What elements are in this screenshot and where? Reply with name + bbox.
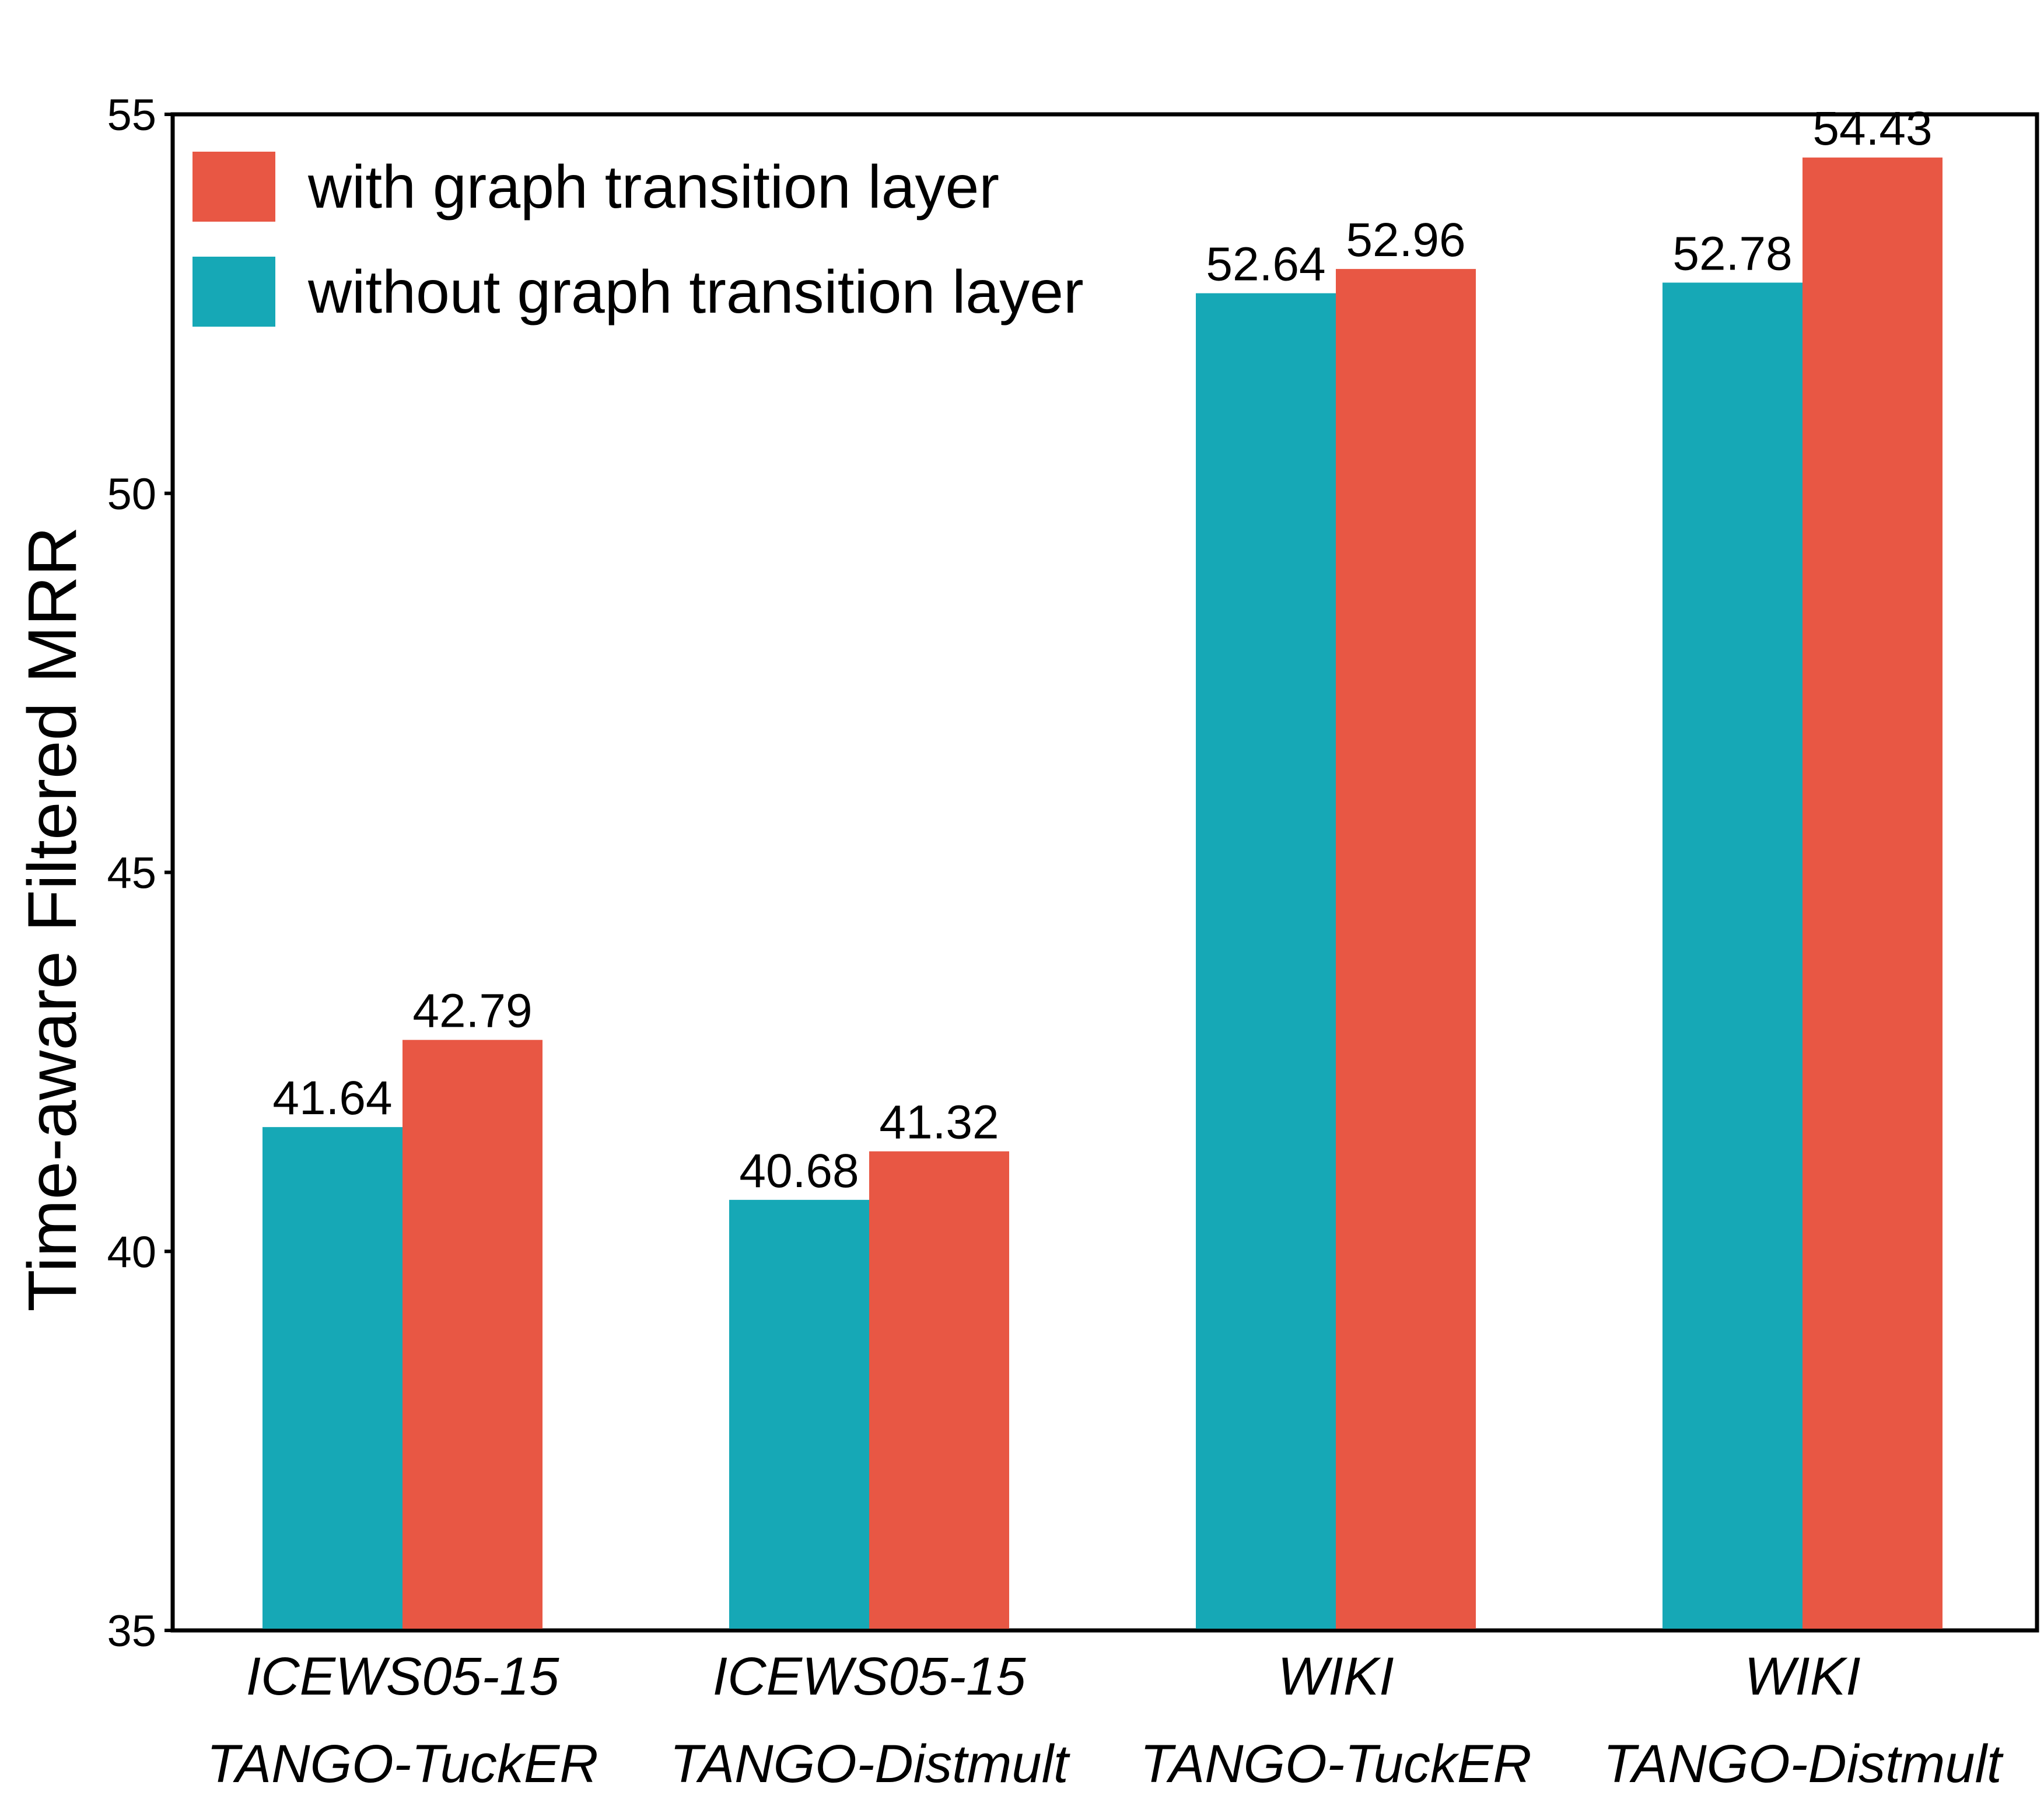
bar-s1-c1 bbox=[869, 1151, 1009, 1629]
bar-s0-c2 bbox=[1196, 293, 1336, 1629]
y-tick-label-45: 45 bbox=[107, 849, 156, 898]
data-label-s0-c2: 52.64 bbox=[1206, 238, 1325, 291]
x-tick-label-c1-line1: TANGO-Distmult bbox=[670, 1734, 1070, 1794]
data-label-s0-c0: 41.64 bbox=[272, 1072, 392, 1125]
x-tick-label-c2-line1: TANGO-TuckER bbox=[1140, 1734, 1531, 1794]
data-label-s1-c0: 42.79 bbox=[412, 985, 532, 1038]
y-tick-label-55: 55 bbox=[107, 90, 156, 140]
y-axis: 35 40 45 50 55 bbox=[107, 90, 173, 1656]
x-tick-label-c1-line0: ICEWS05-15 bbox=[713, 1647, 1027, 1706]
x-tick-label-c2-line0: WIKI bbox=[1278, 1647, 1394, 1706]
y-tick-label-50: 50 bbox=[107, 470, 156, 519]
bar-s0-c3 bbox=[1662, 282, 1803, 1629]
data-label-s1-c1: 41.32 bbox=[879, 1096, 999, 1149]
bar-s1-c3 bbox=[1803, 158, 1943, 1629]
bar-s0-c0 bbox=[262, 1127, 402, 1629]
y-tick-label-35: 35 bbox=[107, 1606, 156, 1656]
bar-s0-c1 bbox=[729, 1199, 869, 1629]
data-label-s1-c3: 54.43 bbox=[1812, 102, 1932, 155]
legend: with graph transition layer without graph… bbox=[192, 152, 1084, 327]
bar-s1-c2 bbox=[1336, 269, 1476, 1629]
data-label-s0-c1: 40.68 bbox=[739, 1144, 859, 1198]
x-axis: ICEWS05-15 TANGO-TuckER ICEWS05-15 TANGO-Di… bbox=[206, 1647, 2004, 1794]
legend-swatch-1 bbox=[192, 257, 275, 327]
x-tick-label-c0-line0: ICEWS05-15 bbox=[246, 1647, 560, 1706]
data-labels: 41.64 40.68 52.64 52.78 42.79 41.32 52.96 54.43 bbox=[272, 102, 1932, 1198]
data-label-s1-c2: 52.96 bbox=[1346, 214, 1465, 267]
x-tick-label-c3-line0: WIKI bbox=[1744, 1647, 1860, 1706]
legend-label-0: with graph transition layer bbox=[307, 153, 999, 221]
legend-label-1: without graph transition layer bbox=[307, 258, 1084, 326]
bar-s1-c0 bbox=[402, 1040, 542, 1629]
y-tick-label-40: 40 bbox=[107, 1227, 156, 1277]
x-tick-label-c0-line1: TANGO-TuckER bbox=[206, 1734, 598, 1794]
legend-swatch-0 bbox=[192, 152, 275, 222]
x-tick-label-c3-line1: TANGO-Distmult bbox=[1603, 1734, 2004, 1794]
y-axis-title: Time-aware Filtered MRR bbox=[14, 526, 91, 1311]
data-label-s0-c3: 52.78 bbox=[1672, 227, 1792, 280]
bars bbox=[262, 158, 1943, 1629]
